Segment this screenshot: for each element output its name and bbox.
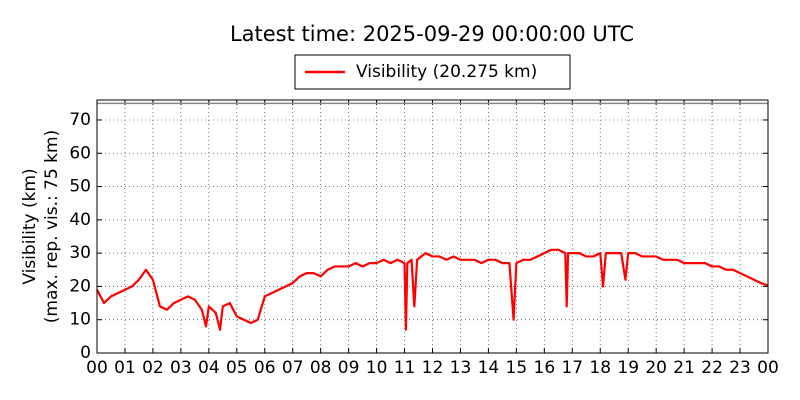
x-tick-label: 10	[366, 358, 388, 378]
y-tick-label: 50	[69, 177, 91, 197]
y-tick-label: 60	[69, 143, 91, 163]
y-tick-label: 20	[69, 276, 91, 296]
x-tick-label: 22	[701, 358, 723, 378]
x-tick-label: 17	[561, 358, 583, 378]
y-tick-label: 70	[69, 110, 91, 130]
y-axis-label: (max. rep. vis.: 75 km)	[42, 130, 62, 323]
x-tick-label: 06	[254, 358, 276, 378]
x-tick-label: 03	[170, 358, 192, 378]
y-axis-label: Visibility (km)	[20, 168, 40, 284]
x-tick-label: 16	[534, 358, 556, 378]
data-line	[96, 248, 769, 331]
y-tick-label: 10	[69, 310, 91, 330]
x-tick-label: 19	[617, 358, 639, 378]
x-tick-label: 11	[394, 358, 416, 378]
x-tick-label: 20	[645, 358, 667, 378]
x-tick-label: 04	[198, 358, 220, 378]
legend-label: Visibility (20.275 km)	[356, 62, 537, 82]
x-tick-label: 02	[142, 358, 164, 378]
x-tick-label: 00	[86, 358, 108, 378]
chart-title: Latest time: 2025-09-29 00:00:00 UTC	[230, 22, 634, 46]
x-tick-label: 12	[422, 358, 444, 378]
x-tick-label: 13	[450, 358, 472, 378]
x-tick-label: 00	[757, 358, 779, 378]
plot-frame	[96, 99, 769, 354]
x-tick-label: 08	[310, 358, 332, 378]
y-tick-label: 0	[80, 343, 91, 363]
x-tick-label: 14	[478, 358, 500, 378]
x-tick-label: 07	[282, 358, 304, 378]
x-tick-label: 15	[506, 358, 528, 378]
x-tick-label: 01	[114, 358, 136, 378]
x-tick-label: 21	[673, 358, 695, 378]
y-tick-label: 30	[69, 243, 91, 263]
x-tick-label: 18	[589, 358, 611, 378]
x-tick-label: 09	[338, 358, 360, 378]
x-tick-label: 05	[226, 358, 248, 378]
x-tick-label: 23	[729, 358, 751, 378]
y-tick-label: 40	[69, 210, 91, 230]
